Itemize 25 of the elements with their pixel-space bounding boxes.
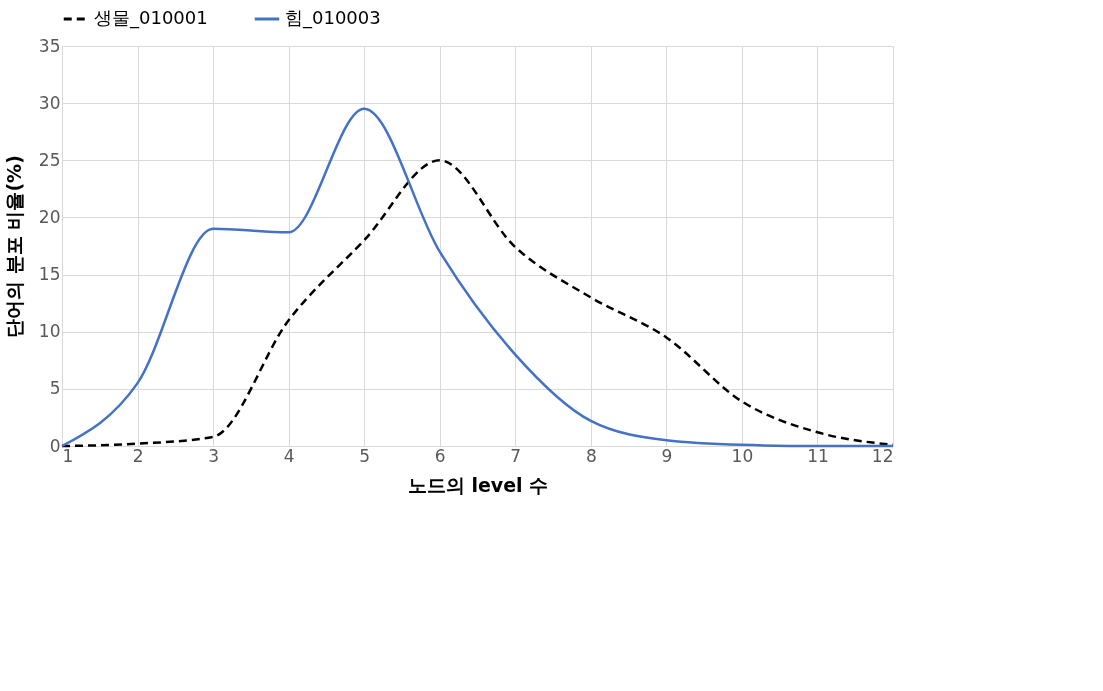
y-tick-label: 0 (49, 435, 61, 456)
x-axis-title: 노드의 level 수 (407, 473, 549, 496)
x-tick-label: 4 (283, 445, 295, 466)
legend-label: 생물_010001 (94, 7, 208, 29)
x-tick-label: 10 (731, 445, 754, 466)
x-tick-label: 12 (871, 445, 894, 466)
x-tick-label: 9 (661, 445, 673, 466)
x-tick-label: 6 (434, 445, 446, 466)
y-tick-label: 10 (38, 321, 61, 342)
y-tick-label: 5 (49, 378, 61, 399)
x-tick-label: 2 (132, 445, 144, 466)
legend-label: 힘_010003 (285, 7, 381, 29)
y-tick-label: 20 (38, 206, 61, 227)
y-tick-label: 15 (38, 264, 61, 285)
y-tick-label: 30 (38, 92, 61, 113)
y-tick-label: 35 (38, 35, 61, 56)
y-axis-title: 단어의 분포 비율(%) (2, 155, 25, 338)
x-tick-label: 1 (62, 445, 74, 466)
x-tick-label: 8 (585, 445, 597, 466)
line-series (60, 107, 895, 448)
x-tick-label: 7 (510, 445, 522, 466)
x-tick-label: 11 (807, 445, 829, 466)
x-tick-label: 3 (208, 445, 219, 466)
y-tick-label: 25 (38, 149, 61, 170)
x-tick-label: 5 (359, 445, 371, 466)
